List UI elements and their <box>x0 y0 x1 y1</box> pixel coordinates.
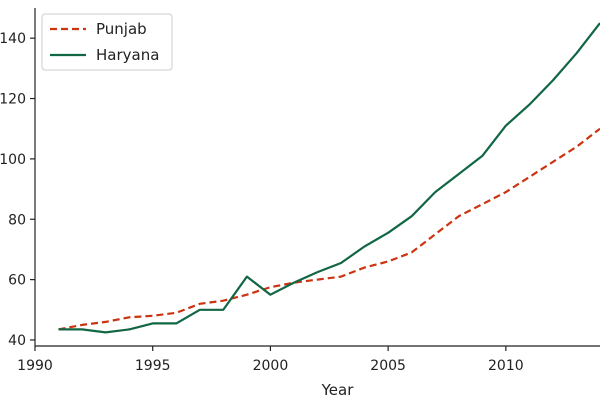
x-tick-label: 2000 <box>253 358 289 374</box>
y-tick-label: 100 <box>0 152 26 168</box>
x-tick-label: 1990 <box>17 358 53 374</box>
plot-series <box>58 22 600 334</box>
y-tick-label: 60 <box>8 273 26 289</box>
x-tick-label: 2005 <box>370 358 406 374</box>
y-tick-label: 120 <box>0 92 26 108</box>
x-axis-title: Year <box>321 381 355 399</box>
x-tick-label: 2010 <box>488 358 524 374</box>
x-ticks: 1990 1995 2000 2005 2010 <box>17 346 524 374</box>
series-line-haryana <box>58 22 600 334</box>
legend-label-haryana: Haryana <box>96 46 159 64</box>
series-line-punjab <box>58 127 600 331</box>
y-tick-label: 140 <box>0 31 26 47</box>
y-ticks: 40 60 80 100 120 140 <box>0 31 35 349</box>
x-tick-label: 1995 <box>135 358 171 374</box>
y-tick-label: 80 <box>8 212 26 228</box>
legend-label-punjab: Punjab <box>96 20 147 38</box>
y-tick-label: 40 <box>8 333 26 349</box>
legend: Punjab Haryana <box>41 13 173 71</box>
